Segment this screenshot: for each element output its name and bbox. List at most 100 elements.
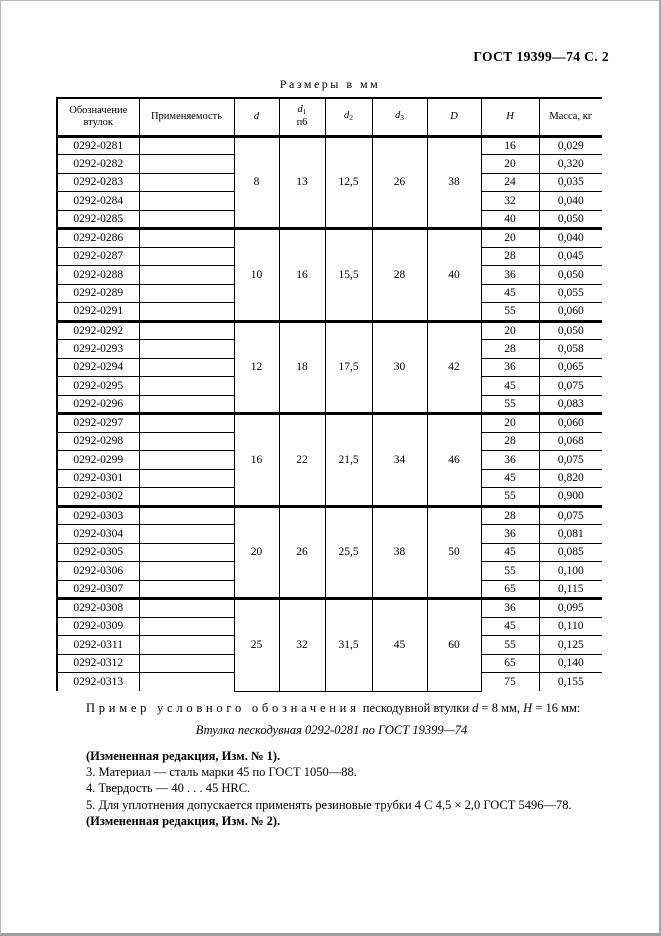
designation-cell: 0292-0291 [56,302,140,322]
note-item-5: 5. Для уплотнения допускается применять … [86,797,572,812]
applicability-cell [138,302,235,322]
applicability-cell [138,191,235,211]
designation-cell: 0292-0293 [56,339,140,359]
applicability-cell [138,283,235,303]
mass-cell: 0,820 [538,468,602,488]
table-row: 0292-0295 45 0,075 [56,376,602,396]
example-text: = 16 мм: [532,701,581,715]
H-cell: 40 [480,209,540,229]
table-row: 0292-0302 55 0,900 [56,487,602,507]
H-cell: 65 [480,653,540,673]
mass-cell: 0,040 [538,227,602,248]
mass-cell: 0,060 [538,412,602,433]
mass-cell: 0,040 [538,191,602,211]
H-cell: 55 [480,394,540,414]
d2-cell: 25,5 [324,504,373,599]
table-row: 0292-0291 55 0,060 [56,302,602,322]
applicability-cell [138,524,235,544]
applicability-cell [138,227,235,248]
applicability-cell [138,579,235,599]
designation-cell: 0292-0289 [56,283,140,303]
d-cell: 20 [233,504,280,599]
D-cell: 60 [426,597,482,692]
applicability-cell [138,209,235,229]
mass-cell: 0,125 [538,635,602,655]
mass-cell: 0,083 [538,394,602,414]
mass-cell: 0,055 [538,283,602,303]
mass-cell: 0,320 [538,154,602,174]
d3-cell: 28 [371,227,428,322]
designation-cell: 0292-0311 [56,635,140,655]
designation-cell: 0292-0285 [56,209,140,229]
note-item-4: 4. Твердость — 40 . . . 45 HRC. [86,781,251,796]
designation-cell: 0292-0295 [56,376,140,396]
H-cell: 36 [480,524,540,544]
d3-cell: 38 [371,504,428,599]
designation-cell: 0292-0282 [56,154,140,174]
mass-cell: 0,155 [538,672,602,691]
designation-cell: 0292-0283 [56,172,140,192]
d3-cell: 45 [371,597,428,692]
mass-cell: 0,050 [538,319,602,340]
table-row: 0292-0307 65 0,115 [56,579,602,599]
designation-cell: 0292-0294 [56,357,140,377]
d2-cell: 12,5 [324,135,373,229]
table-row: 0292-0305 45 0,085 [56,542,602,562]
designation-cell: 0292-0304 [56,524,140,544]
d-cell: 8 [233,135,280,229]
applicability-cell [138,394,235,414]
table-row: 0292-0308 25 32 31,5 45 60 36 0,095 [56,597,602,692]
applicability-cell [138,357,235,377]
column-header-d: d [233,97,280,138]
mass-cell: 0,035 [538,172,602,192]
mass-cell: 0,140 [538,653,602,673]
column-header-H: H [480,97,540,138]
table-row: 0292-0303 20 26 25,5 38 50 28 0,075 [56,504,602,599]
table-row: 0292-0287 28 0,045 [56,246,602,266]
H-cell: 28 [480,504,540,525]
mass-cell: 0,065 [538,357,602,377]
H-cell: 28 [480,339,540,359]
mass-cell: 0,068 [538,431,602,451]
D-cell: 40 [426,227,482,322]
applicability-cell [138,542,235,562]
mass-cell: 0,085 [538,542,602,562]
mass-cell: 0,110 [538,616,602,636]
H-cell: 20 [480,412,540,433]
d3-cell: 30 [371,319,428,414]
applicability-cell [138,450,235,470]
mass-cell: 0,050 [538,209,602,229]
revision-note-1: (Измененная редакция, Изм. № 1). [86,749,281,763]
designation-cell: 0292-0306 [56,561,140,581]
designation-cell: 0292-0312 [56,653,140,673]
column-header-d3: d3 [371,97,428,138]
designation-cell: 0292-0309 [56,616,140,636]
table-row: 0292-0292 12 18 17,5 30 42 20 0,050 [56,319,602,414]
column-header-designation: Обозначение втулок [56,97,140,138]
H-cell: 55 [480,487,540,507]
example-text: пескодувной втулки [359,701,473,715]
applicability-cell [138,265,235,285]
mass-cell: 0,095 [538,597,602,618]
example-text: = 8 мм, [478,701,524,715]
applicability-cell [138,246,235,266]
table-row: 0292-0282 20 0,320 [56,154,602,174]
d1-cell: 16 [278,227,326,322]
dimensions-table: Обозначение втулок Применяемость d d1 п6 … [56,97,602,692]
designation-cell: 0292-0288 [56,265,140,285]
d1-cell: 26 [278,504,326,599]
d-cell: 25 [233,597,280,692]
table-row: 0292-0281 8 13 12,5 26 38 16 0,029 [56,135,602,229]
H-cell: 55 [480,635,540,655]
mass-cell: 0,075 [538,504,602,525]
mass-cell: 0,050 [538,265,602,285]
H-cell: 36 [480,450,540,470]
d-cell: 16 [233,412,280,507]
H-cell: 24 [480,172,540,192]
d3-cell: 26 [371,135,428,229]
designation-example-line: Втулка пескодувная 0292-0281 по ГОСТ 193… [195,723,468,737]
H-cell: 45 [480,283,540,303]
H-cell: 75 [480,672,540,691]
designation-cell: 0292-0307 [56,579,140,599]
applicability-cell [138,597,235,618]
